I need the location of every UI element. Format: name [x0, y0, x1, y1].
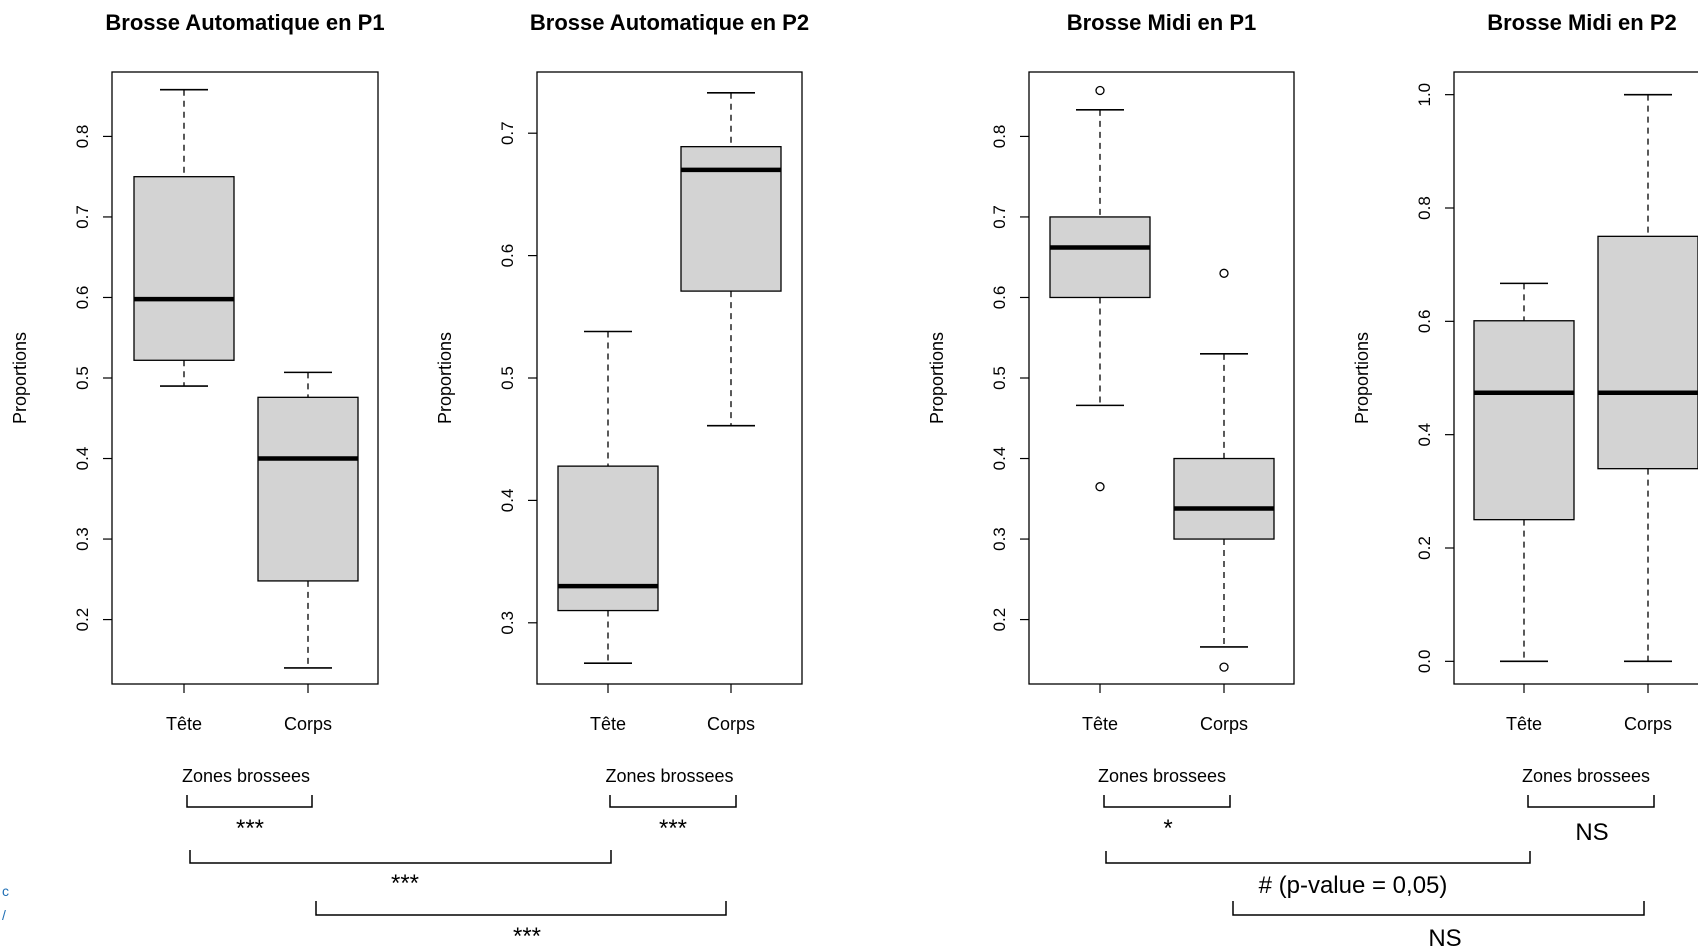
outlier-point: [1095, 482, 1105, 492]
significance-bracket: [1232, 901, 1645, 916]
x-tick-label: Corps: [284, 714, 332, 734]
plot-frame: [1453, 71, 1698, 685]
y-tick-label: 0.7: [73, 205, 92, 229]
significance-label: ***: [513, 923, 541, 950]
panel-title: Brosse Automatique en P2: [530, 10, 809, 35]
outlier-point: [1219, 268, 1229, 278]
significance-bracket: [189, 850, 612, 864]
panel-title: Brosse Automatique en P1: [105, 10, 384, 35]
significance-bracket: [315, 901, 727, 916]
y-tick-label: 0.4: [73, 447, 92, 471]
y-tick-label: 0.8: [1415, 196, 1434, 220]
y-tick-label: 0.2: [73, 608, 92, 632]
significance-label: *: [1163, 815, 1172, 842]
significance-bracket: [1105, 851, 1531, 864]
y-tick-label: 0.6: [73, 286, 92, 310]
y-tick-label: 0.5: [73, 366, 92, 390]
box-iqr: [1049, 216, 1151, 299]
y-tick-label: 0.2: [1415, 536, 1434, 560]
significance-bracket: [1103, 795, 1231, 808]
box-iqr: [1173, 457, 1275, 540]
x-tick-label: Corps: [707, 714, 755, 734]
x-tick-label: Tête: [1082, 714, 1118, 734]
significance-label: ***: [236, 815, 264, 842]
y-tick-label: 0.8: [990, 125, 1009, 149]
box-iqr: [257, 396, 359, 582]
y-tick-label: 0.4: [1415, 423, 1434, 447]
y-tick-label: 0.6: [498, 244, 517, 268]
y-tick-label: 0.5: [498, 366, 517, 390]
plot-frame: [111, 71, 379, 685]
y-tick-label: 0.7: [498, 121, 517, 145]
y-tick-label: 0.4: [498, 489, 517, 513]
box-iqr: [557, 465, 659, 612]
y-tick-label: 1.0: [1415, 83, 1434, 107]
y-tick-label: 0.6: [1415, 310, 1434, 334]
significance-label: ***: [659, 815, 687, 842]
x-axis-label: Zones brossees: [1098, 766, 1226, 786]
side-fragment-bottom: /: [2, 907, 6, 923]
x-axis-label: Zones brossees: [1522, 766, 1650, 786]
plot-frame: [1028, 71, 1295, 685]
y-tick-label: 0.8: [73, 125, 92, 149]
x-axis-label: Zones brossees: [605, 766, 733, 786]
y-axis-label: Proportions: [10, 332, 30, 424]
y-tick-label: 0.2: [990, 608, 1009, 632]
significance-bracket: [186, 795, 313, 808]
x-tick-label: Corps: [1624, 714, 1672, 734]
side-fragment-top: c: [2, 883, 9, 899]
outlier-point: [1095, 85, 1105, 96]
panel-title: Brosse Midi en P2: [1487, 10, 1677, 35]
y-tick-label: 0.7: [990, 205, 1009, 229]
x-tick-label: Tête: [590, 714, 626, 734]
y-tick-label: 0.0: [1415, 650, 1434, 674]
y-tick-label: 0.4: [990, 447, 1009, 471]
y-axis-label: Proportions: [435, 332, 455, 424]
box-iqr: [1473, 320, 1575, 521]
significance-label: NS: [1428, 925, 1461, 950]
y-axis-label: Proportions: [1352, 332, 1372, 424]
x-tick-label: Corps: [1200, 714, 1248, 734]
y-tick-label: 0.3: [73, 527, 92, 551]
box-iqr: [1597, 235, 1698, 470]
y-tick-label: 0.3: [990, 527, 1009, 551]
y-axis-label: Proportions: [927, 332, 947, 424]
y-tick-label: 0.5: [990, 366, 1009, 390]
significance-label: # (p-value = 0,05): [1259, 872, 1448, 899]
y-tick-label: 0.6: [990, 286, 1009, 310]
outlier-point: [1219, 662, 1229, 672]
x-axis-label: Zones brossees: [182, 766, 310, 786]
y-tick-label: 0.3: [498, 611, 517, 635]
panel-title: Brosse Midi en P1: [1067, 10, 1257, 35]
significance-bracket: [1527, 795, 1655, 808]
x-tick-label: Tête: [1506, 714, 1542, 734]
significance-label: NS: [1575, 819, 1608, 846]
x-tick-label: Tête: [166, 714, 202, 734]
box-iqr: [133, 176, 235, 361]
significance-label: ***: [391, 870, 419, 897]
significance-bracket: [609, 795, 737, 808]
